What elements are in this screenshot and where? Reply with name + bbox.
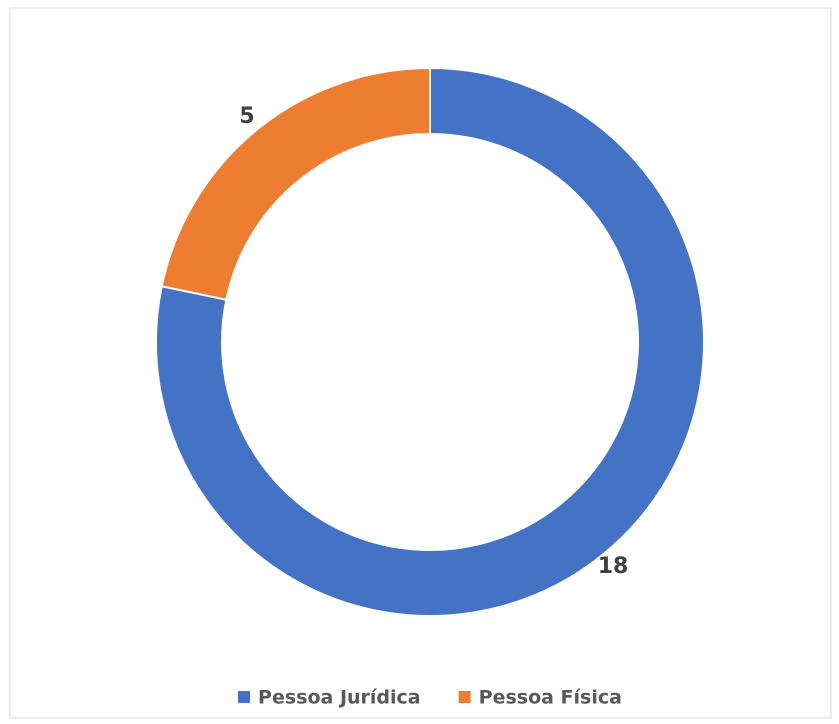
doughnut-segment — [155, 66, 705, 617]
data-label: 5 — [239, 104, 254, 129]
legend-label: Pessoa Física — [479, 687, 622, 709]
legend-swatch — [238, 691, 251, 703]
legend-swatch — [458, 691, 471, 703]
data-label: 18 — [598, 554, 629, 579]
legend-label: Pessoa Jurídica — [258, 687, 421, 709]
doughnut-segment — [160, 66, 431, 301]
